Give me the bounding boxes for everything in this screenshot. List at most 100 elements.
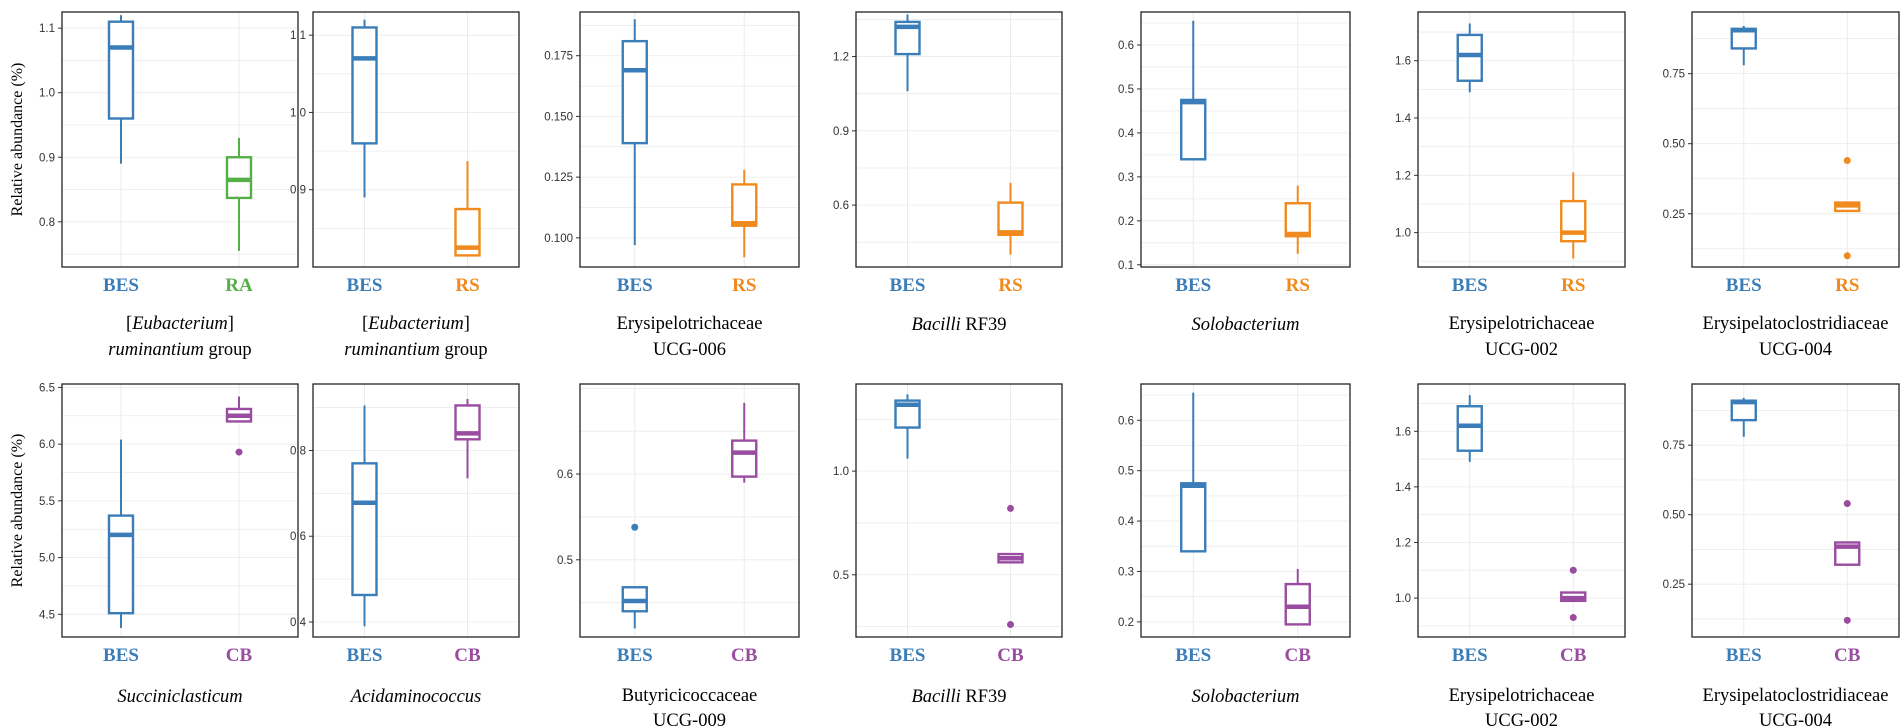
panel-10: 0.5 0.6 BES CB Butyricicoccaceae UCG-009 bbox=[557, 383, 800, 726]
y-tick-label: 0.150 bbox=[544, 111, 573, 123]
group-label-BES: BES bbox=[347, 275, 383, 296]
box-CB bbox=[731, 439, 758, 478]
taxon-caption: [Eubacterium] bbox=[126, 314, 234, 334]
y-tick-label: 1.0 bbox=[290, 107, 306, 119]
box-BES bbox=[351, 462, 378, 597]
outlier-point-CB bbox=[1569, 566, 1577, 574]
group-label-BES: BES bbox=[617, 645, 653, 666]
outlier-point-CB bbox=[1007, 621, 1014, 629]
box-RS bbox=[1560, 199, 1587, 243]
box-BES bbox=[351, 26, 378, 145]
panel-border bbox=[855, 11, 1063, 268]
box-RA bbox=[225, 156, 253, 200]
y-tick-label: 0.5 bbox=[557, 555, 573, 567]
group-label-CB: CB bbox=[1285, 645, 1312, 666]
taxon-caption: UCG-002 bbox=[1485, 711, 1558, 726]
taxon-name-text: UCG-006 bbox=[653, 340, 726, 360]
group-label-RS: RS bbox=[998, 275, 1022, 296]
y-tick-label: 5.5 bbox=[39, 496, 55, 508]
taxon-name-italic: Solobacterium bbox=[1192, 687, 1300, 707]
taxon-name-text: UCG-002 bbox=[1485, 711, 1558, 726]
taxon-caption: Erysipelotrichaceae bbox=[1449, 686, 1595, 706]
y-tick-label: 0.125 bbox=[544, 172, 573, 184]
taxon-caption: Erysipelatoclostridiaceae bbox=[1703, 686, 1889, 706]
outlier-point-BES bbox=[631, 523, 639, 531]
group-label-BES: BES bbox=[1452, 645, 1488, 666]
y-tick-label: 0.6 bbox=[290, 531, 306, 543]
y-tick-label: 0.6 bbox=[1118, 40, 1134, 52]
y-tick-label: 0.6 bbox=[1118, 415, 1134, 427]
y-tick-label: 0.3 bbox=[1118, 566, 1134, 578]
panel-4: 0.6 0.9 1.2 BES RS Bacilli RF39 bbox=[833, 11, 1063, 335]
box-RS bbox=[1284, 202, 1311, 238]
outlier-point-CB bbox=[1007, 504, 1014, 512]
y-tick-label: 1.4 bbox=[1395, 482, 1412, 494]
taxon-name-text: RF39 bbox=[961, 315, 1007, 335]
taxon-name-text: group bbox=[440, 340, 488, 360]
panel-1: 0.8 0.9 1.0 1.1 BES RA Relative abundance (%) [… bbox=[9, 11, 299, 360]
group-label-BES: BES bbox=[890, 645, 926, 666]
group-label-RS: RS bbox=[1561, 275, 1585, 296]
taxon-name-text: Erysipelotrichaceae bbox=[1449, 686, 1595, 706]
box-BES bbox=[1180, 482, 1207, 553]
box-BES bbox=[107, 514, 135, 615]
box-BES bbox=[1456, 33, 1483, 82]
y-tick-label: 0.6 bbox=[833, 200, 849, 212]
y-tick-label: 0.75 bbox=[1663, 440, 1685, 452]
panel-border bbox=[312, 11, 520, 268]
group-label-RS: RS bbox=[1286, 275, 1310, 296]
y-tick-label: 1.1 bbox=[39, 23, 55, 35]
panel-border bbox=[1691, 11, 1900, 268]
y-tick-label: 0.50 bbox=[1663, 139, 1685, 151]
outlier-point-CB bbox=[1843, 616, 1851, 624]
box-BES bbox=[1180, 98, 1207, 161]
group-label-RS: RS bbox=[455, 275, 479, 296]
y-tick-label: 1.1 bbox=[290, 30, 306, 42]
panel-8: 4.5 5.0 5.5 6.0 6.5 BES CB Relative abundance (… bbox=[9, 382, 299, 707]
group-label-BES: BES bbox=[103, 645, 139, 666]
panel-border bbox=[312, 383, 520, 638]
y-tick-label: 1.6 bbox=[1395, 56, 1411, 68]
panel-border bbox=[1691, 383, 1900, 638]
y-axis-title: Relative abundance (%) bbox=[9, 434, 26, 588]
panel-border bbox=[855, 383, 1063, 638]
group-label-BES: BES bbox=[890, 275, 926, 296]
y-tick-label: 0.2 bbox=[1118, 216, 1134, 228]
y-tick-label: 4.5 bbox=[39, 609, 55, 621]
taxon-name-text: [ bbox=[126, 314, 132, 334]
y-tick-label: 0.4 bbox=[290, 617, 307, 629]
group-label-RS: RS bbox=[732, 275, 756, 296]
panel-2: 0.9 1.0 1.1 BES RS [Eubacterium] ruminantium g… bbox=[290, 11, 520, 360]
taxon-caption: UCG-009 bbox=[653, 711, 726, 726]
outlier-point-RS bbox=[1843, 157, 1851, 165]
y-tick-label: 0.1 bbox=[1118, 260, 1134, 272]
group-label-BES: BES bbox=[103, 275, 139, 296]
panel-border bbox=[579, 11, 800, 268]
taxon-name-text: Erysipelotrichaceae bbox=[1449, 314, 1595, 334]
box-BES bbox=[107, 20, 135, 120]
y-tick-label: 1.6 bbox=[1395, 426, 1411, 438]
outlier-point-CB bbox=[1569, 614, 1577, 622]
y-tick-label: 1.2 bbox=[1395, 170, 1411, 182]
panel-border bbox=[579, 383, 800, 638]
y-tick-label: 0.8 bbox=[39, 217, 55, 229]
group-label-CB: CB bbox=[997, 645, 1024, 666]
taxon-name-italic: Eubacterium bbox=[131, 314, 228, 334]
y-tick-label: 1.4 bbox=[1395, 113, 1412, 125]
y-tick-label: 6.5 bbox=[39, 382, 55, 394]
taxon-caption: Bacilli RF39 bbox=[911, 687, 1006, 707]
box-BES bbox=[621, 39, 648, 145]
group-label-RS: RS bbox=[1835, 275, 1859, 296]
y-tick-label: 0.4 bbox=[1118, 128, 1135, 140]
panel-border bbox=[1140, 383, 1351, 638]
taxon-caption: Erysipelatoclostridiaceae bbox=[1703, 314, 1889, 334]
taxon-name-text: UCG-002 bbox=[1485, 340, 1558, 360]
taxon-name-italic: Bacilli bbox=[911, 315, 960, 335]
taxon-caption: Erysipelotrichaceae bbox=[1449, 314, 1595, 334]
outlier-point-RS bbox=[1843, 252, 1851, 260]
taxon-name-italic: Solobacterium bbox=[1192, 315, 1300, 335]
taxon-caption: Bacilli RF39 bbox=[911, 315, 1006, 335]
y-tick-label: 1.2 bbox=[833, 52, 849, 64]
y-tick-label: 0.3 bbox=[1118, 172, 1134, 184]
